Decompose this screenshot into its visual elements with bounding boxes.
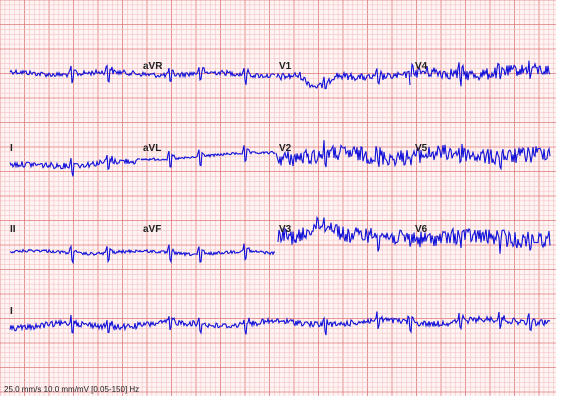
trace-row2-v2-v5 [275,140,551,171]
lead-label-v4: V4 [415,61,428,72]
lead-label-v2: V2 [279,143,292,154]
lead-label-v1: V1 [279,61,292,72]
lead-label-i: I [10,143,13,154]
lead-label-avf: aVF [143,224,162,235]
trace-row1-v1 [276,68,411,90]
trace-row3-v3-v6 [277,215,551,254]
lead-label-ii: II [10,224,16,235]
lead-label-avr: aVR [143,61,163,72]
lead-label-v3: V3 [279,224,292,235]
trace-row1-left [9,64,276,85]
recording-settings-text: 25.0 mm/s 10.0 mm/mV [0.05-150] Hz [4,385,140,394]
lead-label-rhythm: I [10,306,13,317]
trace-row3-ii-avf [9,243,276,265]
trace-row1-v4 [410,60,551,87]
lead-label-avl: aVL [143,143,162,154]
trace-row2-i [9,154,141,177]
trace-row4-rhythm [9,311,551,336]
trace-row2-avl [140,145,276,168]
lead-label-v6: V6 [415,224,428,235]
lead-label-v5: V5 [415,143,428,154]
